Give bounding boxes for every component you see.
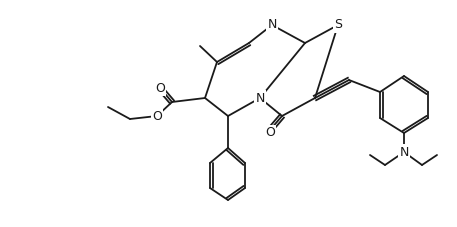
Text: S: S bbox=[334, 18, 342, 32]
Text: O: O bbox=[265, 126, 275, 140]
Text: N: N bbox=[267, 18, 276, 32]
Text: O: O bbox=[152, 109, 162, 123]
Text: N: N bbox=[399, 146, 409, 158]
Text: O: O bbox=[155, 81, 165, 94]
Text: N: N bbox=[255, 91, 265, 104]
